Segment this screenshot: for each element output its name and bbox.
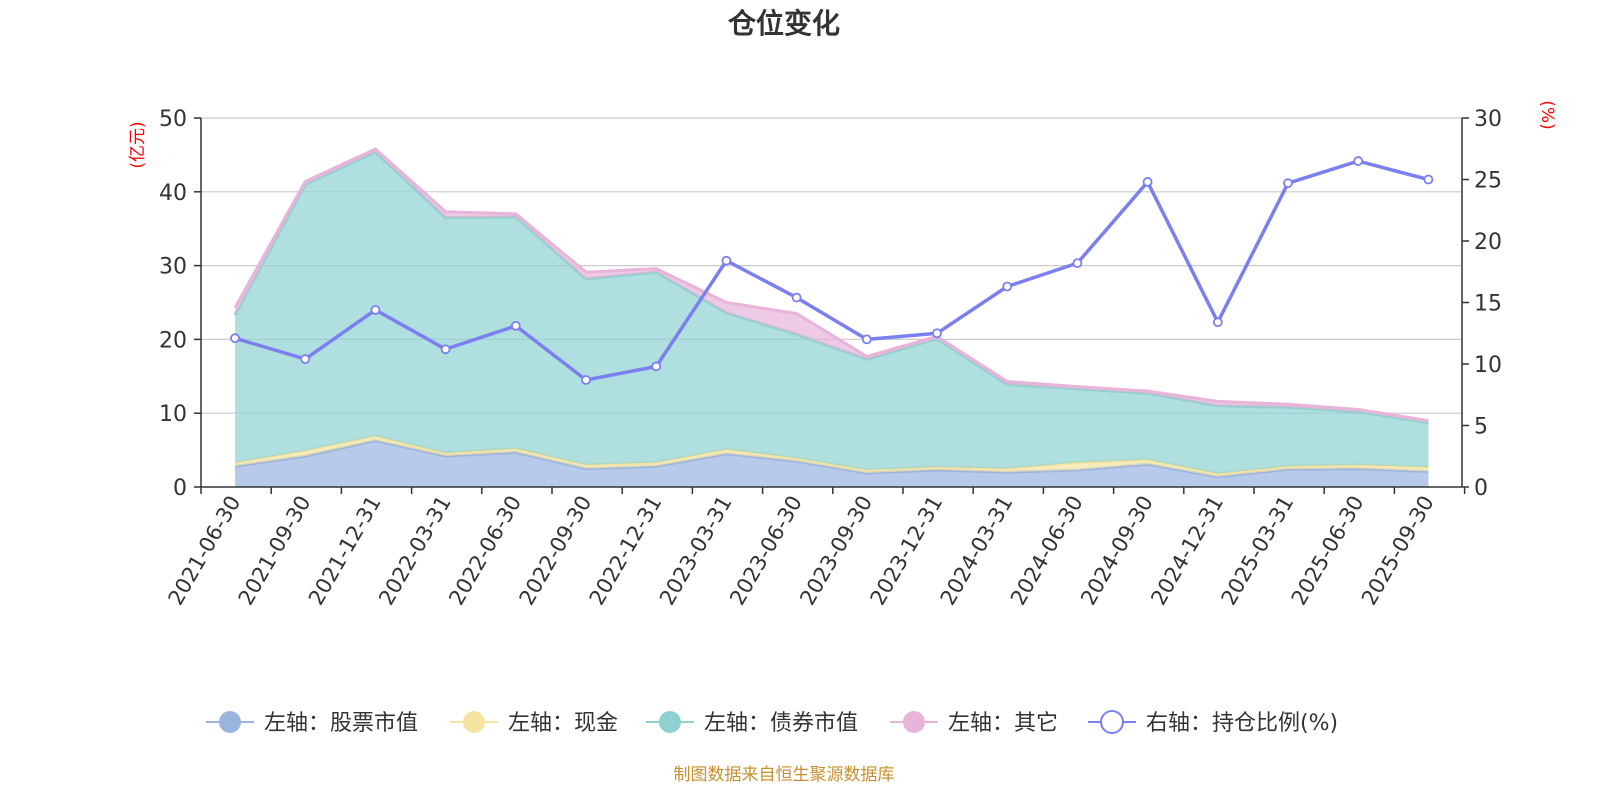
right-tick-label: 25: [1474, 169, 1502, 194]
x-tick-label: 2024-09-30: [1076, 492, 1158, 610]
legend-swatch-marker: [1100, 710, 1124, 734]
x-tick-label: 2025-06-30: [1287, 492, 1369, 610]
ratio-point: [1212, 317, 1223, 328]
right-tick-label: 20: [1474, 230, 1502, 255]
area-series-3: [235, 151, 1429, 474]
ratio-point: [300, 354, 311, 364]
x-tick-label: 2024-03-31: [936, 492, 1018, 610]
legend-swatch-marker: [463, 711, 485, 733]
x-tick-label: 2022-03-31: [374, 492, 456, 610]
x-tick-label: 2021-12-31: [304, 492, 386, 610]
ratio-point: [932, 328, 942, 339]
area-edge-series-4: [233, 147, 1429, 423]
x-tick-label: 2023-12-31: [866, 492, 948, 610]
x-tick-label: 2024-12-31: [1146, 492, 1228, 610]
x-tick-label: 2025-03-31: [1217, 492, 1299, 610]
right-tick-label: 5: [1474, 415, 1488, 440]
x-tick-label: 2023-06-30: [725, 492, 807, 610]
left-tick-label: 40: [159, 181, 187, 206]
legend: 左轴：股票市值 左轴：现金 左轴：债券市值 左轴：其它 右轴：持仓比例(%): [206, 710, 1338, 736]
ratio-point: [1283, 178, 1293, 189]
legend-label: 右轴：持仓比例(%): [1146, 711, 1338, 736]
legend-label: 左轴：债券市值: [704, 711, 858, 736]
ratio-point: [861, 334, 872, 345]
stacked-areas: [233, 147, 1429, 487]
x-tick-label: 2022-12-31: [585, 492, 667, 610]
left-tick-label: 10: [159, 402, 187, 427]
x-tick-label: 2023-09-30: [795, 492, 877, 610]
ratio-point: [440, 344, 451, 355]
chart-title: 仓位变化: [728, 7, 840, 40]
ratio-point: [1423, 174, 1434, 185]
x-tick-label: 2022-06-30: [444, 492, 526, 610]
legend-label: 左轴：股票市值: [264, 711, 418, 736]
ratio-point: [1142, 177, 1153, 187]
right-tick-label: 15: [1474, 292, 1502, 317]
left-tick-label: 20: [159, 328, 187, 353]
ratio-line-path: [234, 159, 1429, 382]
x-tick-label: 2021-06-30: [164, 492, 246, 610]
ratio-point: [1353, 156, 1364, 166]
area-series-1: [235, 440, 1429, 487]
x-tick-label: 2025-09-30: [1357, 492, 1439, 610]
ratio-point: [230, 333, 240, 344]
right-axis-unit: (%): [1537, 100, 1557, 129]
source-note: 制图数据来自恒生聚源数据库: [674, 765, 895, 785]
legend-label: 左轴：现金: [508, 711, 618, 736]
right-tick-label: 10: [1474, 353, 1502, 378]
x-tick-label: 2024-06-30: [1006, 492, 1088, 610]
legend-label: 左轴：其它: [948, 711, 1058, 736]
ratio-point: [791, 292, 802, 303]
legend-swatch-marker: [219, 711, 241, 733]
left-tick-label: 0: [173, 476, 187, 501]
ratio-point: [721, 255, 732, 266]
left-tick-label: 30: [159, 255, 187, 280]
legend-swatch-marker: [903, 711, 925, 733]
ratio-point: [1002, 281, 1013, 292]
right-tick-label: 0: [1474, 476, 1488, 501]
ratio-point: [651, 361, 662, 372]
right-tick-label: 30: [1474, 107, 1502, 132]
x-tick-label: 2022-09-30: [515, 492, 597, 610]
x-tick-label: 2021-09-30: [234, 492, 316, 610]
ratio-point: [510, 320, 521, 331]
left-tick-label: 50: [159, 107, 187, 132]
ratio-point: [370, 304, 381, 315]
left-axis-unit: (亿元): [128, 121, 148, 168]
x-tick-label: 2023-03-31: [655, 492, 737, 610]
ratio-point: [1072, 258, 1083, 269]
ratio-line: [230, 156, 1434, 385]
ratio-point: [581, 375, 591, 385]
legend-swatch-marker: [659, 711, 681, 733]
